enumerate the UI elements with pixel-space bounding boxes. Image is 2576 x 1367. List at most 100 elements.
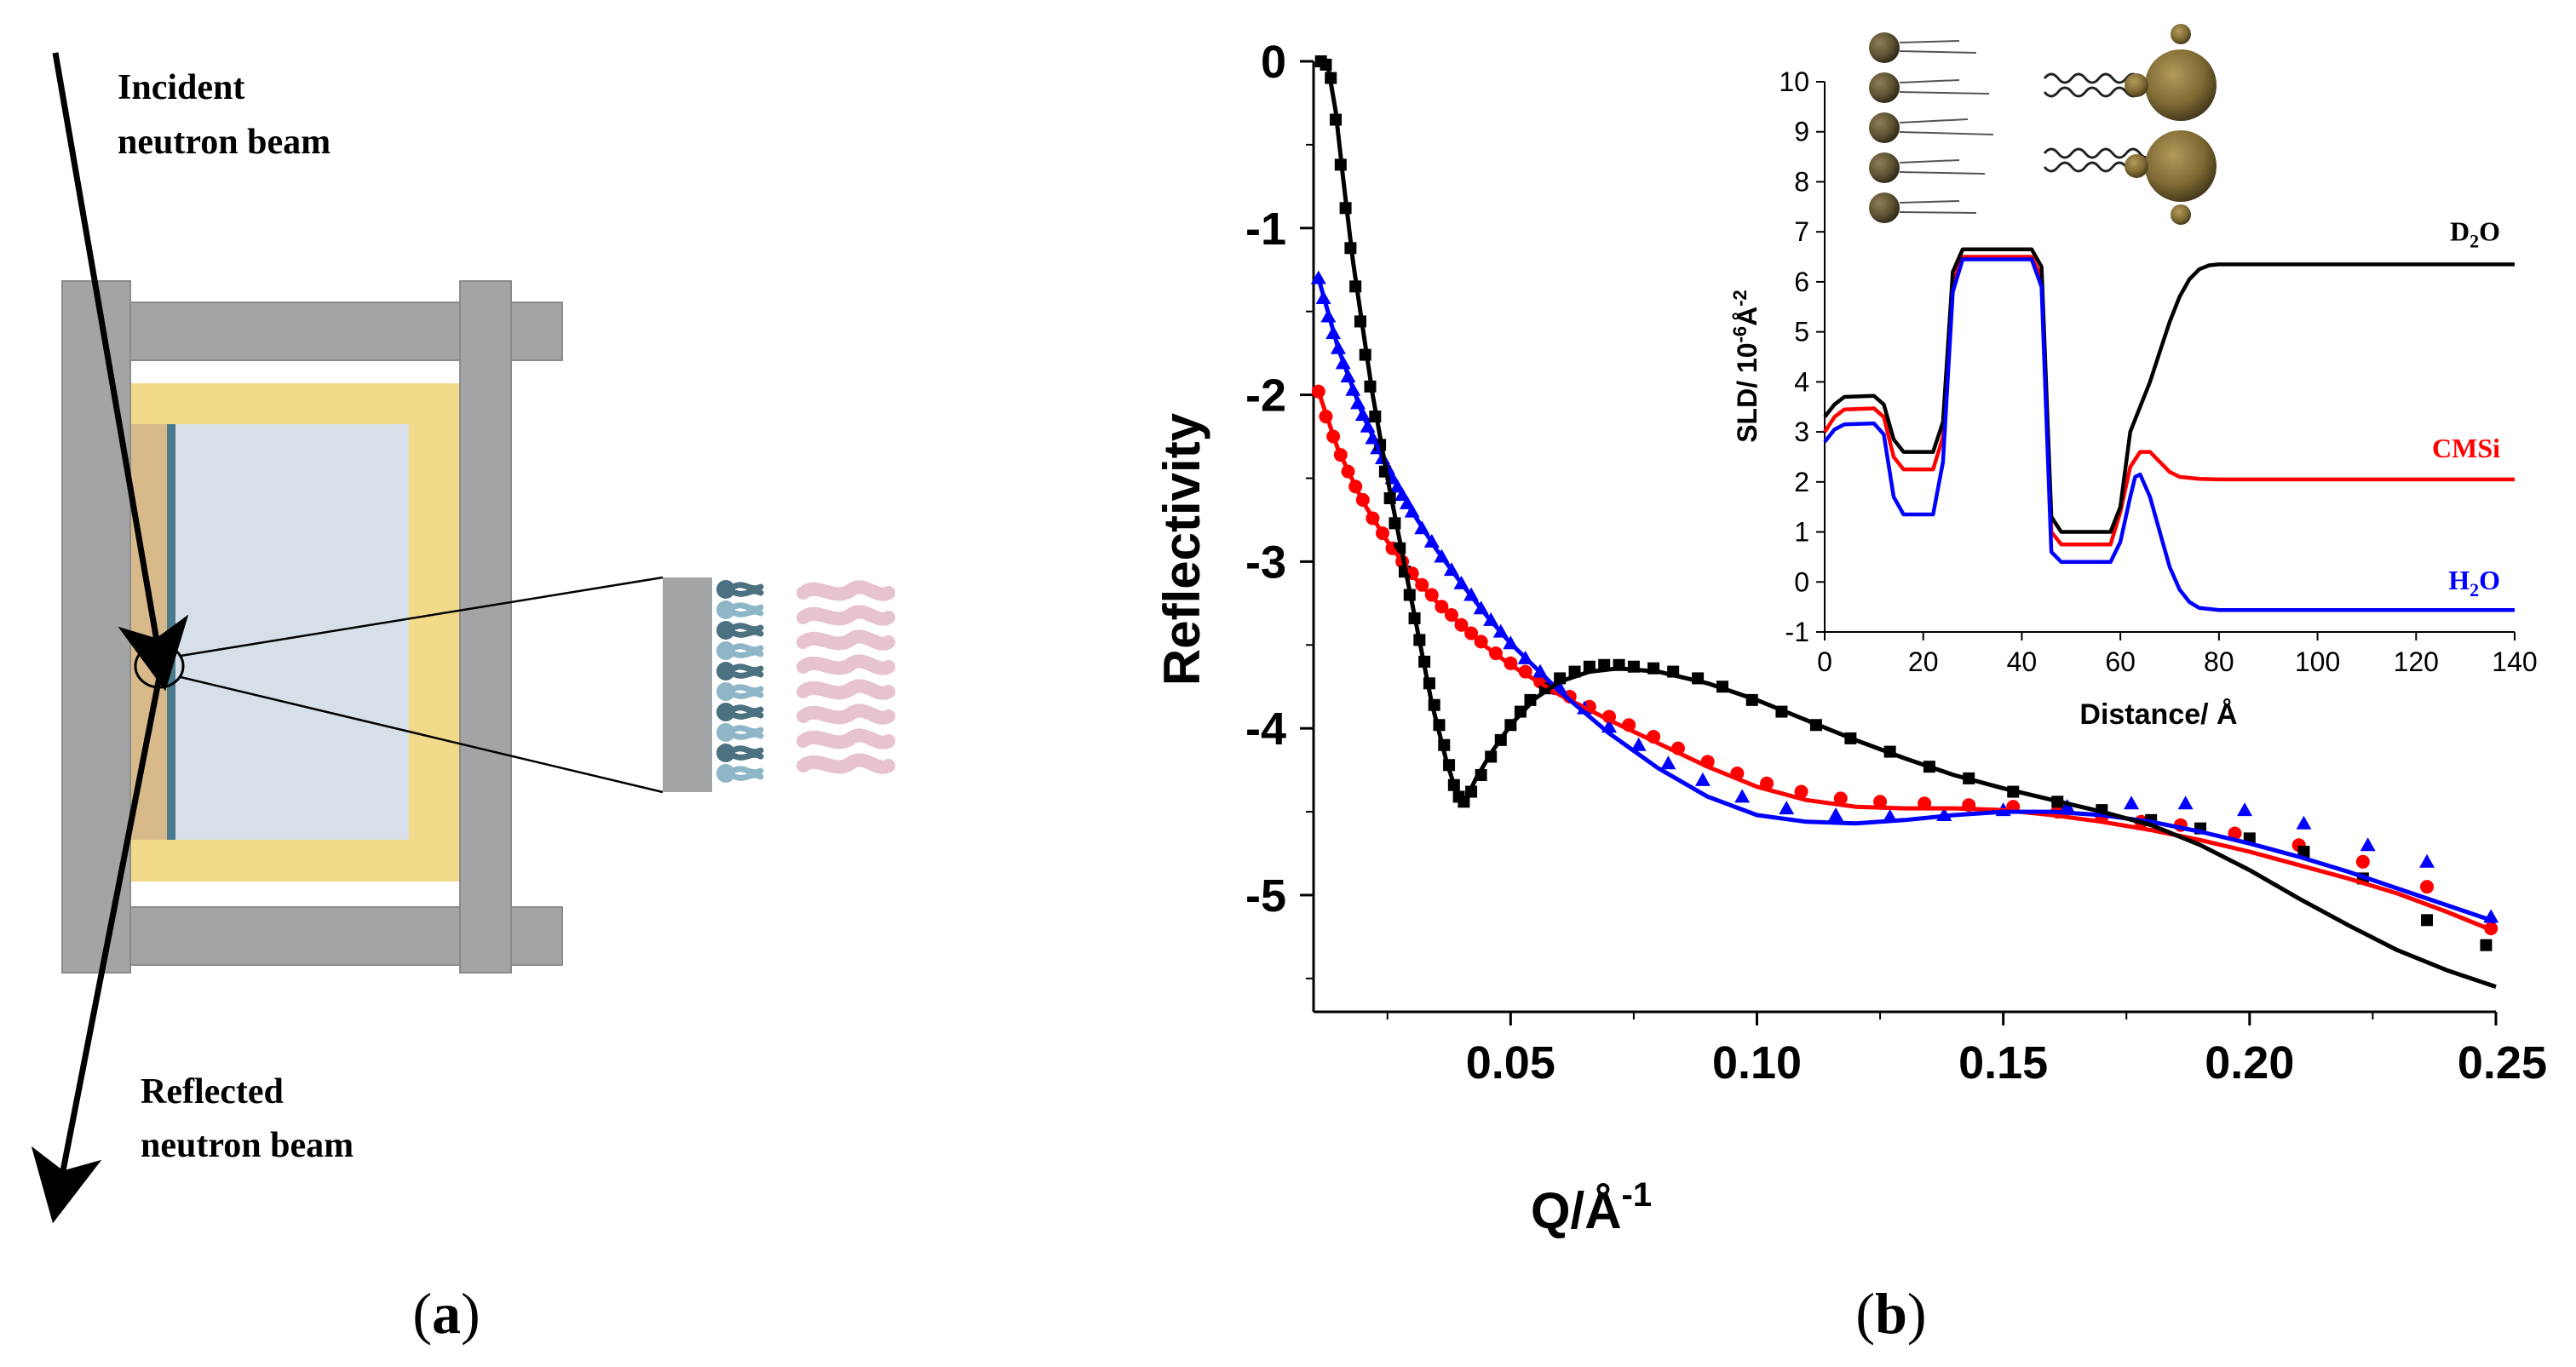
protein-bead bbox=[2145, 130, 2217, 202]
data-point bbox=[1833, 791, 1848, 806]
inset-y-tick-label: 9 bbox=[1794, 117, 1809, 147]
lipid-molecule bbox=[716, 662, 764, 681]
inset-x-tick-label: 60 bbox=[2105, 646, 2136, 677]
lipid-tail bbox=[732, 608, 764, 617]
lipid-bead bbox=[1869, 192, 1900, 223]
data-point bbox=[2237, 802, 2253, 817]
lipid-tail bbox=[732, 643, 764, 653]
inset-substrate bbox=[663, 577, 712, 792]
inset-y-tick-label: 6 bbox=[1794, 267, 1809, 297]
lipid-tail bbox=[732, 745, 764, 755]
data-point bbox=[2360, 837, 2376, 852]
protein-bead bbox=[2125, 73, 2148, 97]
incident-label-line1: Incident bbox=[118, 68, 244, 107]
data-point bbox=[1630, 737, 1647, 751]
sld-y-axis-label: SLD/ 10-6Å-2 bbox=[1729, 290, 1762, 443]
lipid-tail bbox=[732, 751, 764, 761]
lipid-head bbox=[716, 580, 735, 599]
data-point bbox=[2420, 880, 2435, 894]
zoom-line-bottom bbox=[180, 675, 664, 794]
lipid-tail bbox=[732, 629, 764, 638]
lipid-bead bbox=[1869, 72, 1900, 103]
incident-label-line2: neutron beam bbox=[118, 123, 331, 162]
protein-bead bbox=[2145, 49, 2217, 121]
inset-x-tick-label: 40 bbox=[2007, 646, 2038, 677]
x-tick-label: 0.25 bbox=[2458, 1037, 2547, 1088]
protein-molecule bbox=[796, 580, 895, 601]
y-tick-label: -3 bbox=[1245, 537, 1286, 588]
reflected-label-line1: Reflected bbox=[141, 1072, 284, 1111]
reflected-beam-arrow bbox=[31, 676, 163, 1224]
lipid-tail bbox=[732, 704, 764, 715]
solution-trough bbox=[170, 424, 409, 840]
y-tick-label: 0 bbox=[1261, 37, 1286, 88]
substrate-block bbox=[128, 424, 170, 840]
lipid-tail bbox=[732, 588, 764, 597]
reflectivity-series bbox=[1310, 55, 2499, 989]
y-tick-label: -2 bbox=[1245, 370, 1286, 422]
inset-y-tick-label: 2 bbox=[1794, 467, 1809, 497]
data-point bbox=[1311, 384, 1325, 399]
data-point bbox=[2124, 796, 2140, 810]
data-point bbox=[1660, 755, 1676, 770]
protein-molecule bbox=[796, 704, 895, 725]
inset-y-tick-label: 5 bbox=[1794, 317, 1809, 347]
lipid-tail bbox=[732, 725, 764, 735]
lipid-head bbox=[716, 600, 735, 619]
lipid-bilayer bbox=[716, 580, 764, 783]
protein-molecule bbox=[796, 605, 895, 626]
y-tick-label: -5 bbox=[1245, 870, 1286, 922]
lipid-tail bbox=[732, 772, 764, 781]
lipid-head bbox=[716, 662, 735, 681]
lipid-head bbox=[716, 682, 735, 701]
fit-line-d2o bbox=[1320, 60, 2497, 989]
inset-y-tick-label: -1 bbox=[1785, 617, 1809, 647]
x-tick-label: 0.10 bbox=[1712, 1037, 1802, 1088]
data-point bbox=[2419, 853, 2435, 868]
data-point bbox=[2421, 914, 2434, 927]
x-tick-label: 0.20 bbox=[2205, 1037, 2294, 1088]
protein-bead bbox=[2171, 204, 2191, 225]
lipid-tail bbox=[732, 582, 764, 592]
lipid-molecule bbox=[716, 703, 764, 721]
data-point bbox=[1873, 795, 1888, 809]
data-point bbox=[1779, 801, 1795, 815]
protein-molecule bbox=[796, 679, 895, 700]
sld-label-h2o: H2O bbox=[2448, 565, 2500, 600]
inset-x-tick-label: 0 bbox=[1817, 646, 1832, 677]
inset-y-tick-label: 8 bbox=[1794, 166, 1809, 197]
caption-a: (a) bbox=[412, 1281, 480, 1346]
lipid-head bbox=[716, 621, 735, 640]
x-tick-label: 0.15 bbox=[1958, 1037, 2048, 1088]
lipid-tail bbox=[732, 602, 764, 612]
panel-b: 0 -1 -2 -3 -4 -5 0.05 0.10 0.15 0.20 0.25 Reflecti… bbox=[1153, 24, 2547, 1346]
protein-bead bbox=[2125, 154, 2148, 178]
lipid-tail bbox=[732, 669, 764, 679]
protein-layer bbox=[796, 580, 895, 774]
protein-bead bbox=[2171, 24, 2191, 44]
series-h2o bbox=[1310, 270, 2499, 923]
sld-profile-d2o bbox=[1823, 247, 2515, 534]
x-tick-label: 0.05 bbox=[1466, 1037, 1555, 1088]
lipid-tail bbox=[732, 690, 764, 699]
lipid-bead-column bbox=[1869, 32, 1900, 223]
data-point bbox=[2480, 939, 2493, 951]
lipid-tail bbox=[732, 623, 764, 633]
lipid-molecule bbox=[716, 580, 764, 599]
lipid-molecule bbox=[716, 744, 764, 762]
cell-frame-right bbox=[459, 280, 512, 974]
lipid-molecule bbox=[716, 723, 764, 742]
fit-line-cmsi bbox=[1316, 390, 2497, 934]
inset-y-tick-label: 1 bbox=[1794, 517, 1809, 548]
lipid-molecule bbox=[716, 682, 764, 701]
lipid-head bbox=[716, 723, 735, 742]
lipid-tail bbox=[732, 649, 764, 658]
inset-y-tick-label: 0 bbox=[1794, 566, 1809, 597]
lipid-molecule bbox=[716, 600, 764, 619]
reflected-label-line2: neutron beam bbox=[141, 1126, 354, 1165]
inset-x-tick-label: 20 bbox=[1908, 646, 1939, 677]
inset-y-tick-label: 3 bbox=[1794, 416, 1809, 447]
thin-film bbox=[167, 424, 175, 840]
